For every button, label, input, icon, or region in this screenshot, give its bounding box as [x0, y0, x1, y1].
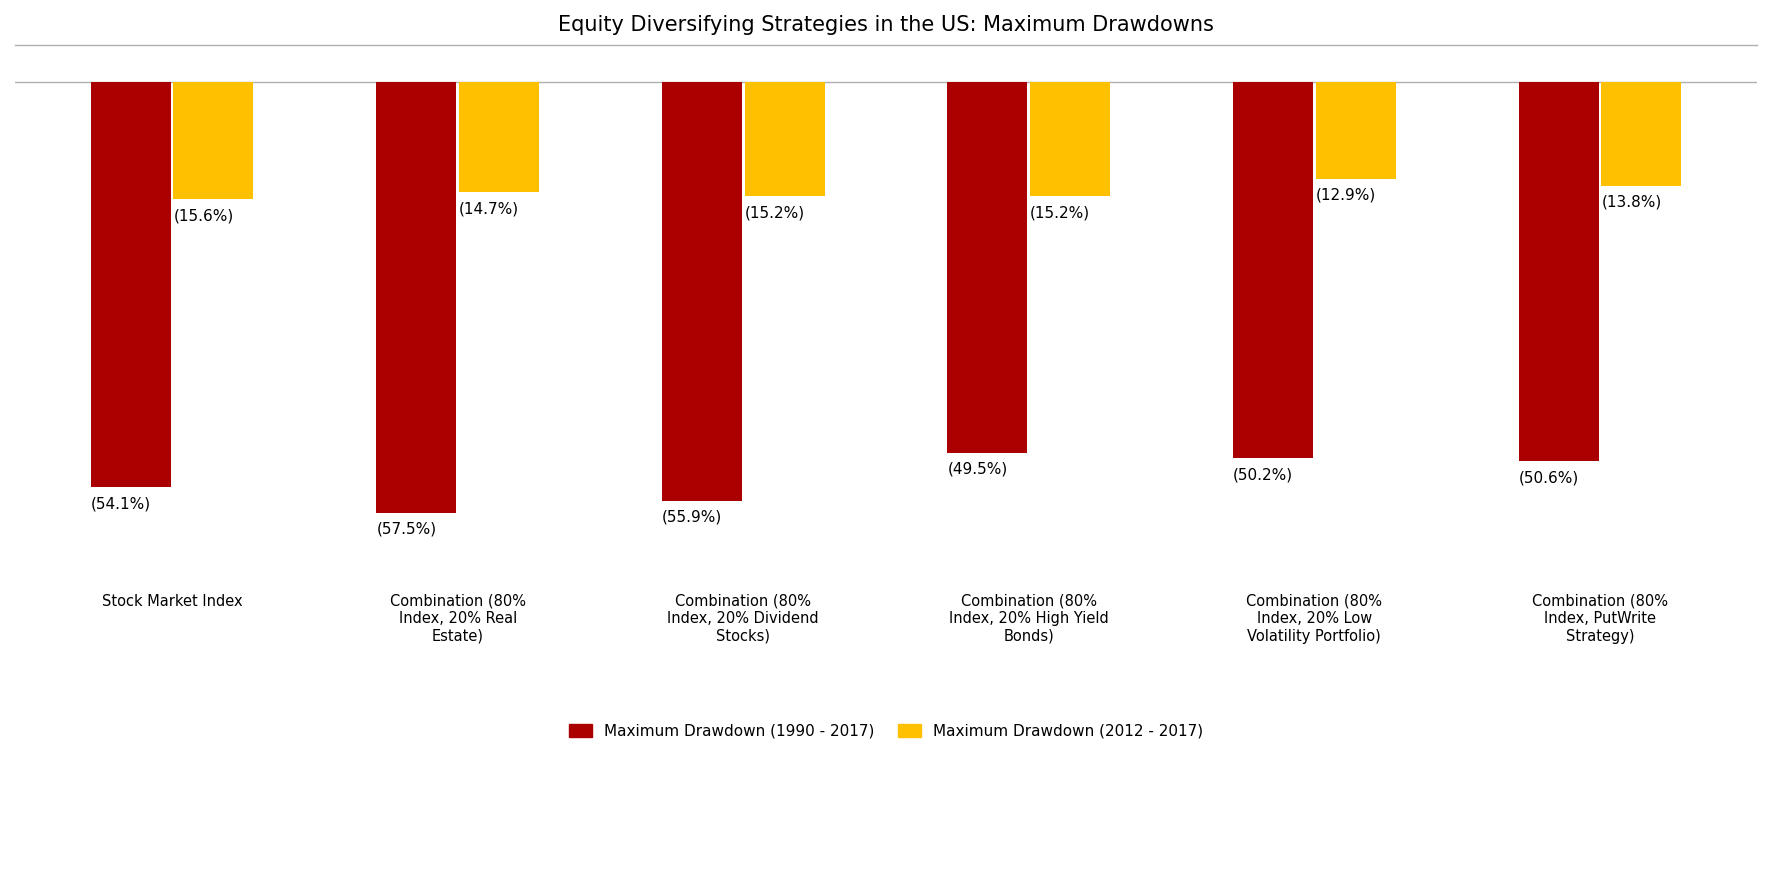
- Bar: [1602, 82, 1682, 186]
- Text: (49.5%): (49.5%): [948, 462, 1008, 477]
- Text: (57.5%): (57.5%): [376, 522, 436, 537]
- Bar: [174, 82, 253, 199]
- Bar: [1519, 82, 1598, 462]
- Text: (15.2%): (15.2%): [744, 206, 804, 220]
- Text: (15.2%): (15.2%): [1030, 206, 1090, 220]
- Text: (55.9%): (55.9%): [661, 509, 721, 525]
- Bar: [661, 82, 742, 501]
- Text: (50.6%): (50.6%): [1519, 470, 1579, 486]
- Text: (15.6%): (15.6%): [174, 208, 234, 223]
- Legend: Maximum Drawdown (1990 - 2017), Maximum Drawdown (2012 - 2017): Maximum Drawdown (1990 - 2017), Maximum …: [563, 718, 1209, 745]
- Title: Equity Diversifying Strategies in the US: Maximum Drawdowns: Equity Diversifying Strategies in the US…: [558, 15, 1214, 35]
- Text: (14.7%): (14.7%): [459, 201, 519, 216]
- Bar: [1233, 82, 1313, 458]
- Bar: [376, 82, 455, 513]
- Bar: [948, 82, 1028, 453]
- Bar: [1317, 82, 1396, 179]
- Text: (12.9%): (12.9%): [1317, 188, 1377, 203]
- Text: (13.8%): (13.8%): [1602, 195, 1662, 210]
- Bar: [1030, 82, 1111, 196]
- Text: (54.1%): (54.1%): [90, 496, 151, 511]
- Bar: [90, 82, 170, 487]
- Text: (50.2%): (50.2%): [1233, 467, 1294, 482]
- Bar: [459, 82, 539, 192]
- Bar: [744, 82, 824, 196]
